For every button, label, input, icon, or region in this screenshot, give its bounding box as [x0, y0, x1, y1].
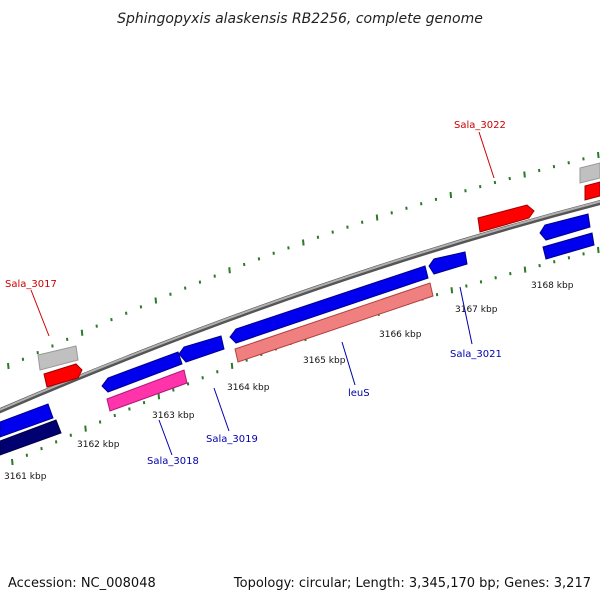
leader-sala-3017 [30, 289, 50, 337]
map-title: Sphingopyxis alaskensis RB2256, complete… [117, 11, 483, 27]
outer-tick-15 [228, 267, 231, 274]
gene-sala-3021-arrow[interactable] [428, 251, 468, 275]
accession-text: Accession: NC_008048 [8, 576, 156, 591]
sala-3021-label[interactable]: Sala_3021 [450, 349, 502, 360]
outer-tick-30 [449, 191, 453, 199]
tick-label-3168: 3168 kbp [531, 281, 574, 291]
inner-tick-30 [450, 287, 454, 294]
leader-sala-3022 [478, 131, 495, 179]
outer-tick-5 [80, 329, 84, 336]
tick-label-3163: 3163 kbp [152, 411, 195, 421]
gene-red-right-edge[interactable] [584, 181, 600, 201]
gene-blue-right-b[interactable] [542, 232, 595, 260]
pseudogene-gray-left[interactable] [37, 345, 79, 371]
inner-tick-35 [523, 266, 527, 273]
gene-sala-3022-arrow[interactable] [477, 204, 535, 233]
genome-backbone-highlight [0, 200, 600, 411]
tick-label-3162: 3162 kbp [77, 440, 120, 450]
outer-tick-20 [302, 239, 305, 246]
outer-tick-25 [375, 214, 379, 221]
outer-tick-10 [154, 297, 158, 304]
tick-label-3167: 3167 kbp [455, 305, 498, 315]
tick-label-3165: 3165 kbp [303, 356, 346, 366]
gene-navy-left-edge[interactable] [0, 419, 62, 456]
tick-label-3164: 3164 kbp [227, 383, 270, 393]
inner-tick-10 [157, 393, 161, 400]
sala-3019-label[interactable]: Sala_3019 [206, 434, 258, 445]
gene-blue-right-a[interactable] [539, 213, 591, 241]
inner-tick-5 [84, 425, 87, 432]
tick-label-3166: 3166 kbp [379, 330, 422, 340]
inner-tick-40 [597, 246, 600, 254]
leader-sala-3019 [213, 387, 230, 432]
gene-blue-a[interactable] [101, 351, 183, 393]
sala-3017-label[interactable]: Sala_3017 [5, 279, 57, 290]
outer-tick-0 [7, 362, 10, 370]
outer-tick-track [7, 151, 600, 370]
inner-tick-0 [11, 458, 14, 466]
gene-blue-long[interactable] [229, 265, 429, 344]
gene-sala-3017-arrow[interactable] [43, 363, 83, 388]
leader-sala-3018 [158, 419, 173, 456]
tick-label-3161: 3161 kbp [4, 472, 47, 482]
gene-sala-3018-arrow[interactable] [106, 369, 188, 412]
sala-3018-label[interactable]: Sala_3018 [147, 456, 199, 467]
inner-tick-15 [230, 362, 234, 369]
gene-blue-left-edge[interactable] [0, 403, 54, 438]
leader-leus [341, 341, 356, 386]
genome-stats-text: Topology: circular; Length: 3,345,170 bp… [233, 576, 591, 591]
gene-leus-arrow[interactable] [234, 282, 434, 363]
gene-sala-3019-arrow[interactable] [178, 335, 225, 363]
leader-sala-3021 [459, 286, 473, 345]
leus-label[interactable]: leuS [348, 388, 370, 399]
pseudogene-gray-right[interactable] [579, 162, 600, 184]
outer-tick-40 [597, 151, 600, 159]
sala-3022-label[interactable]: Sala_3022 [454, 120, 506, 131]
outer-tick-35 [523, 171, 526, 178]
